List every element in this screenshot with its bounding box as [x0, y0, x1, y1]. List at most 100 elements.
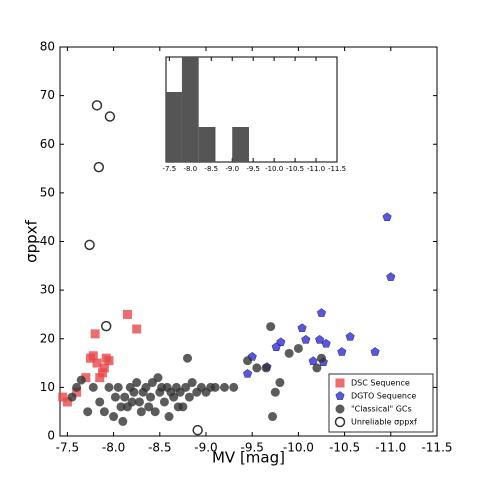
marker	[192, 424, 203, 436]
marker	[183, 353, 193, 363]
y-tick-label: 70	[40, 88, 55, 102]
marker	[315, 334, 325, 344]
y-tick-label: 10	[40, 380, 55, 394]
marker	[100, 320, 112, 332]
y-tick-label: 80	[40, 40, 55, 54]
marker	[110, 392, 120, 402]
marker	[72, 387, 82, 397]
legend-marker	[335, 378, 345, 388]
marker	[252, 363, 262, 373]
marker	[345, 332, 355, 341]
legend-marker	[335, 391, 345, 400]
x-tick-label: -11.0	[307, 165, 325, 173]
x-tick-label: -11.0	[375, 441, 406, 455]
x-tick-label: -9.0	[225, 165, 239, 173]
legend-label: DGTO Sequence	[351, 392, 416, 401]
marker	[337, 347, 347, 356]
marker	[90, 329, 100, 339]
marker	[370, 347, 380, 356]
marker	[146, 392, 156, 402]
legend-box	[328, 373, 434, 433]
y-tick-label: 50	[40, 185, 55, 199]
legend-label: "Classical" GCs	[351, 405, 412, 414]
marker	[104, 111, 116, 122]
marker	[113, 382, 123, 392]
x-tick-label: -11.5	[421, 441, 452, 455]
marker	[116, 402, 126, 412]
histogram-bar	[166, 92, 182, 162]
marker	[129, 387, 139, 397]
x-tick-label: -9.5	[246, 165, 260, 173]
marker	[99, 407, 109, 417]
y-tick-label: 20	[40, 331, 55, 345]
x-tick-label: -8.5	[204, 165, 218, 173]
legend-label: Unreliable σppxf	[351, 418, 417, 427]
marker	[243, 369, 253, 378]
marker	[321, 338, 331, 348]
marker	[219, 382, 229, 392]
marker	[181, 382, 191, 392]
x-tick-label: -11.5	[328, 165, 346, 173]
marker	[84, 239, 95, 251]
marker	[83, 407, 93, 417]
marker	[76, 375, 86, 385]
x-tick-label: -7.5	[163, 165, 177, 173]
marker	[268, 412, 278, 422]
marker	[386, 272, 396, 281]
marker	[271, 342, 281, 351]
marker	[266, 322, 276, 332]
x-tick-label: -10.0	[283, 441, 314, 455]
marker	[58, 392, 68, 402]
marker	[67, 392, 77, 402]
marker	[243, 356, 253, 366]
x-tick-label: -10.5	[329, 441, 360, 455]
marker	[316, 353, 326, 363]
y-tick-label: 0	[47, 429, 55, 443]
marker	[284, 348, 294, 358]
x-tick-label: -8.0	[102, 441, 125, 455]
marker	[72, 382, 82, 392]
marker	[122, 309, 132, 319]
marker	[93, 161, 105, 173]
marker	[99, 363, 109, 373]
x-tick-label: -10.5	[286, 165, 304, 173]
x-axis-label: MV [mag]	[212, 449, 285, 467]
marker	[169, 392, 179, 402]
marker	[95, 373, 105, 383]
marker	[62, 397, 72, 407]
marker	[229, 382, 239, 392]
marker	[164, 412, 174, 422]
marker	[144, 402, 154, 412]
marker	[316, 308, 327, 317]
marker	[150, 407, 160, 417]
marker	[104, 356, 114, 366]
marker	[132, 324, 142, 334]
marker	[134, 397, 144, 407]
marker	[270, 387, 280, 397]
marker	[153, 373, 163, 383]
marker	[210, 382, 220, 392]
legend-label: DSC Sequence	[351, 379, 410, 388]
marker	[184, 392, 194, 402]
marker	[95, 397, 105, 407]
x-tick-label: -9.5	[240, 441, 263, 455]
marker	[81, 373, 91, 383]
marker	[88, 382, 98, 392]
marker	[132, 378, 142, 388]
marker	[120, 392, 130, 402]
marker	[275, 378, 285, 388]
legend-marker	[335, 404, 345, 414]
y-tick-label: 30	[40, 283, 55, 297]
marker	[261, 363, 271, 373]
marker	[98, 368, 108, 378]
marker	[104, 382, 114, 392]
y-axis-label: σppxf	[23, 219, 41, 262]
marker	[91, 100, 103, 111]
marker	[127, 397, 137, 407]
marker	[178, 402, 188, 412]
histogram-bar	[232, 127, 249, 162]
marker	[276, 337, 286, 346]
y-tick-label: 40	[40, 234, 55, 248]
marker	[136, 407, 146, 417]
